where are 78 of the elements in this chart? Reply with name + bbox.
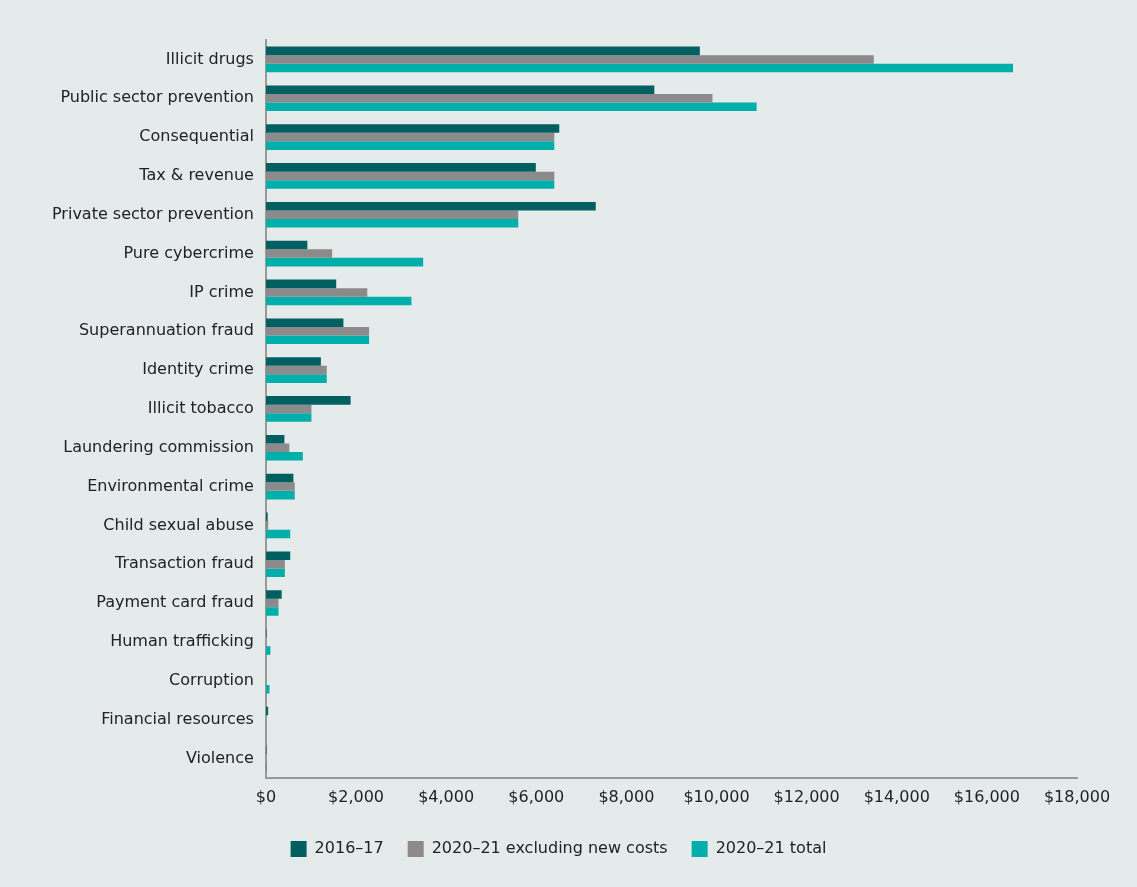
bar xyxy=(265,180,555,189)
bar xyxy=(265,365,327,375)
y-tick-label: Private sector prevention xyxy=(51,203,254,223)
bar xyxy=(265,132,555,142)
x-tick-label: $10,000 xyxy=(683,786,750,806)
bar xyxy=(265,163,536,172)
bar xyxy=(265,443,290,452)
bar xyxy=(265,210,519,220)
bar xyxy=(265,684,270,694)
bar xyxy=(265,257,424,267)
x-tick-label: $16,000 xyxy=(953,786,1020,806)
bar xyxy=(265,482,295,491)
bar xyxy=(265,335,370,345)
y-tick-label: Corruption xyxy=(169,669,254,689)
y-tick-label: Laundering commission xyxy=(63,436,254,456)
x-tick-label: $0 xyxy=(255,786,277,806)
bar xyxy=(265,598,279,608)
y-tick-label: Transaction fraud xyxy=(113,553,254,573)
legend-label: 2020–21 total xyxy=(715,838,827,858)
y-tick-label: Tax & revenue xyxy=(138,165,254,185)
legend-label: 2020–21 excluding new costs xyxy=(431,838,668,858)
x-tick-label: $18,000 xyxy=(1043,786,1111,806)
x-tick-label: $12,000 xyxy=(773,786,840,806)
bar xyxy=(265,240,308,250)
y-tick-label: Child sexual abuse xyxy=(103,514,254,534)
y-tick-label: Violence xyxy=(185,747,254,767)
bar xyxy=(265,551,291,560)
bar xyxy=(265,568,285,578)
bar xyxy=(265,55,874,64)
y-tick-label: Illicit drugs xyxy=(165,48,254,68)
legend-label: 2016–17 xyxy=(314,838,384,858)
y-tick-label: Public sector prevention xyxy=(60,87,254,107)
bar xyxy=(265,63,1014,73)
y-tick-label: Financial resources xyxy=(101,708,254,728)
bar xyxy=(265,46,700,56)
x-tick-label: $4,000 xyxy=(418,786,475,806)
y-tick-label: Pure cybercrime xyxy=(123,242,254,262)
bar xyxy=(265,141,555,150)
bar xyxy=(265,473,294,483)
bar xyxy=(265,646,271,655)
y-tick-label: Payment card fraud xyxy=(96,592,254,612)
bar xyxy=(265,521,269,530)
bar xyxy=(265,171,555,181)
bar xyxy=(265,434,285,444)
bar xyxy=(265,452,303,461)
y-tick-label: Identity crime xyxy=(142,359,254,379)
bar xyxy=(265,529,291,539)
bar xyxy=(265,279,337,289)
bar xyxy=(265,93,713,103)
bar xyxy=(265,590,282,599)
bar xyxy=(265,413,312,422)
bar xyxy=(265,249,333,258)
bar xyxy=(265,357,321,366)
bar xyxy=(265,219,519,228)
bar xyxy=(265,288,368,297)
x-tick-label: $8,000 xyxy=(598,786,655,806)
x-tick-label: $14,000 xyxy=(863,786,930,806)
y-tick-label: IP crime xyxy=(189,281,254,301)
y-tick-label: Human trafficking xyxy=(110,631,254,651)
bar xyxy=(265,374,327,383)
x-tick-label: $2,000 xyxy=(328,786,385,806)
bar xyxy=(265,85,655,94)
bar xyxy=(265,318,344,327)
x-tick-label: $6,000 xyxy=(508,786,565,806)
y-tick-label: Illicit tobacco xyxy=(147,398,254,418)
bar xyxy=(265,326,370,336)
bar xyxy=(265,559,285,569)
bar xyxy=(265,296,412,306)
bar xyxy=(265,396,351,405)
bar xyxy=(265,490,295,500)
y-tick-label: Superannuation fraud xyxy=(78,320,254,340)
bar xyxy=(265,201,596,211)
y-tick-label: Environmental crime xyxy=(87,475,254,495)
bar xyxy=(265,404,312,414)
bar xyxy=(265,124,560,133)
bar xyxy=(265,102,757,112)
bar xyxy=(265,607,279,616)
y-tick-label: Consequential xyxy=(139,126,254,146)
